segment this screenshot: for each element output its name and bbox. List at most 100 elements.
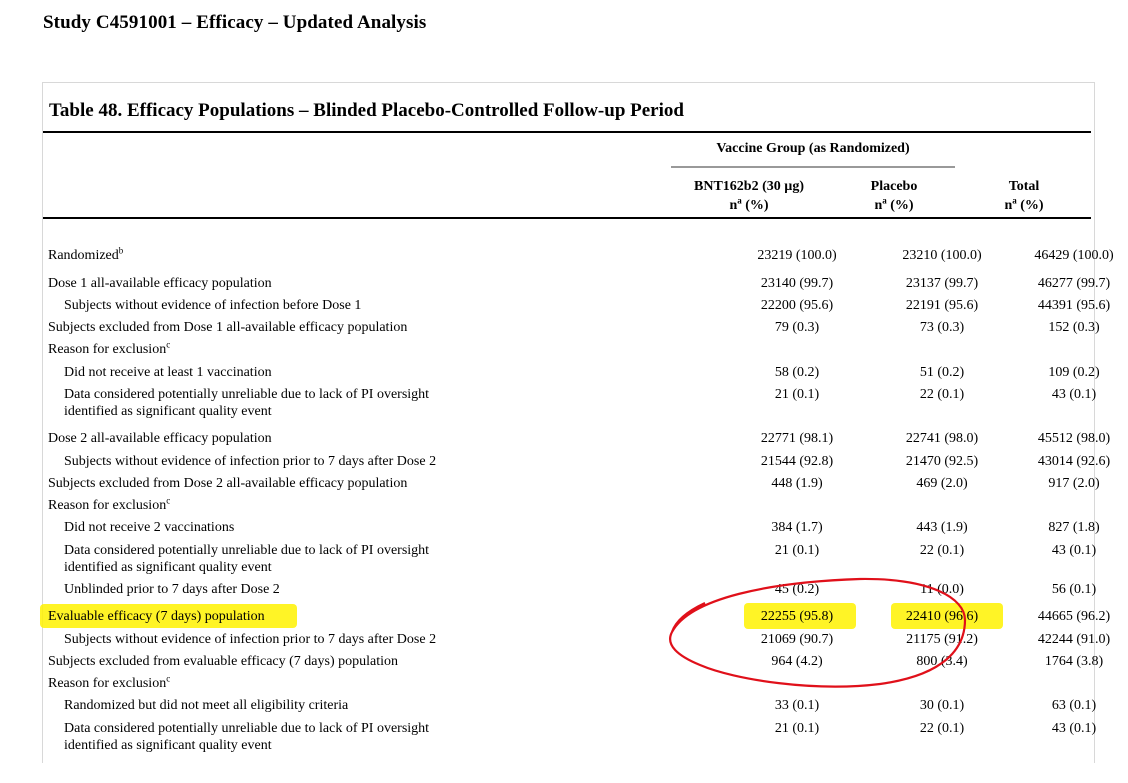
- row-label-text: Subjects excluded from Dose 1 all-availa…: [48, 320, 408, 335]
- value-text: 11 (0.0): [920, 582, 964, 597]
- row-label-text: Data considered potentially unreliable d…: [64, 543, 430, 558]
- footnote-marker: c: [166, 495, 171, 506]
- value-placebo: 23137 (99.7): [867, 275, 1017, 292]
- row-label: Reason for exclusionc: [48, 495, 171, 514]
- highlight-marker: [40, 604, 297, 628]
- value-text: 448 (1.9): [771, 476, 823, 491]
- row-label: Data considered potentially unreliable d…: [64, 386, 429, 420]
- value-total: 44391 (95.6): [999, 297, 1128, 314]
- value-text: 384 (1.7): [771, 520, 823, 535]
- table-top-rule: [43, 131, 1091, 133]
- value-placebo: 30 (0.1): [867, 697, 1017, 714]
- value-total: 827 (1.8): [999, 519, 1128, 536]
- value-total: 152 (0.3): [999, 319, 1128, 336]
- table-title: Table 48. Efficacy Populations – Blinded…: [49, 100, 684, 121]
- value-total: 43 (0.1): [999, 542, 1128, 559]
- row-label-text: Dose 1 all-available efficacy population: [48, 276, 272, 291]
- vaccine-group-rule: [671, 166, 955, 168]
- value-text: 22410 (96.6): [905, 609, 979, 624]
- value-bnt162b2: 21544 (92.8): [722, 453, 872, 470]
- footnote-marker: c: [166, 339, 171, 350]
- value-text: 63 (0.1): [1051, 698, 1097, 713]
- column-unit: na (%): [874, 195, 914, 213]
- value-bnt162b2: 22771 (98.1): [722, 430, 872, 447]
- value-text: 46429 (100.0): [1034, 248, 1114, 263]
- value-text: 58 (0.2): [774, 365, 820, 380]
- value-total: 917 (2.0): [999, 475, 1128, 492]
- value-text: 43014 (92.6): [1037, 454, 1111, 469]
- row-label-text: Subjects without evidence of infection p…: [64, 454, 437, 469]
- value-bnt162b2: 22200 (95.6): [722, 297, 872, 314]
- value-text: 469 (2.0): [916, 476, 968, 491]
- value-total: 43014 (92.6): [999, 453, 1128, 470]
- value-text: 30 (0.1): [919, 698, 965, 713]
- value-placebo: 469 (2.0): [867, 475, 1017, 492]
- value-placebo: 22 (0.1): [867, 542, 1017, 559]
- value-total: 42244 (91.0): [999, 631, 1128, 648]
- value-placebo: 22 (0.1): [867, 720, 1017, 737]
- footnote-marker: c: [166, 673, 171, 684]
- study-title: Study C4591001 – Efficacy – Updated Anal…: [43, 12, 427, 33]
- row-label: Randomized but did not meet all eligibil…: [64, 697, 348, 714]
- row-label: Dose 1 all-available efficacy population: [48, 275, 272, 292]
- row-label-continuation: identified as significant quality event: [64, 404, 272, 419]
- row-label-text: Unblinded prior to 7 days after Dose 2: [64, 582, 280, 597]
- value-bnt162b2: 23140 (99.7): [722, 275, 872, 292]
- column-name: BNT162b2 (30 µg): [694, 179, 804, 194]
- value-bnt162b2: 45 (0.2): [722, 581, 872, 598]
- value-bnt162b2: 384 (1.7): [722, 519, 872, 536]
- value-text: 22 (0.1): [919, 543, 965, 558]
- column-unit: na (%): [729, 195, 769, 213]
- value-text: 964 (4.2): [771, 654, 823, 669]
- value-text: 33 (0.1): [774, 698, 820, 713]
- row-label-text: Subjects excluded from evaluable efficac…: [48, 654, 399, 669]
- row-label-text: Randomized but did not meet all eligibil…: [64, 698, 349, 713]
- row-label-text: Data considered potentially unreliable d…: [64, 387, 430, 402]
- row-label-text: Did not receive at least 1 vaccination: [64, 365, 272, 380]
- row-label: Evaluable efficacy (7 days) population: [48, 608, 265, 625]
- row-label-text: Data considered potentially unreliable d…: [64, 721, 430, 736]
- value-text: 21 (0.1): [774, 543, 820, 558]
- value-bnt162b2: 79 (0.3): [722, 319, 872, 336]
- row-label-text: Evaluable efficacy (7 days) population: [48, 609, 265, 624]
- value-text: 79 (0.3): [774, 320, 820, 335]
- value-text: 21069 (90.7): [760, 632, 834, 647]
- row-label: Reason for exclusionc: [48, 339, 171, 358]
- value-text: 152 (0.3): [1048, 320, 1100, 335]
- row-label-text: Subjects without evidence of infection b…: [64, 298, 362, 313]
- row-label-continuation: identified as significant quality event: [64, 560, 272, 575]
- value-text: 43 (0.1): [1051, 543, 1097, 558]
- value-total: 109 (0.2): [999, 364, 1128, 381]
- row-label-text: Reason for exclusion: [48, 342, 167, 357]
- value-text: 51 (0.2): [919, 365, 965, 380]
- value-total: 46429 (100.0): [999, 247, 1128, 264]
- value-text: 23140 (99.7): [760, 276, 834, 291]
- value-placebo: 22 (0.1): [867, 386, 1017, 403]
- value-placebo: 23210 (100.0): [867, 247, 1017, 264]
- vaccine-group-header: Vaccine Group (as Randomized): [716, 141, 910, 156]
- value-total: 1764 (3.8): [999, 653, 1128, 670]
- value-total: 63 (0.1): [999, 697, 1128, 714]
- value-text: 46277 (99.7): [1037, 276, 1111, 291]
- value-placebo: 73 (0.3): [867, 319, 1017, 336]
- value-text: 21175 (91.2): [906, 632, 978, 647]
- value-text: 43 (0.1): [1051, 387, 1097, 402]
- row-label-continuation: identified as significant quality event: [64, 738, 272, 753]
- value-text: 800 (3.4): [916, 654, 968, 669]
- value-bnt162b2: 964 (4.2): [722, 653, 872, 670]
- value-placebo: 21175 (91.2): [867, 631, 1017, 648]
- table-frame: [42, 82, 1095, 763]
- value-placebo: 21470 (92.5): [867, 453, 1017, 470]
- value-text: 21544 (92.8): [760, 454, 834, 469]
- value-text: 42244 (91.0): [1037, 632, 1111, 647]
- row-label: Subjects without evidence of infection p…: [64, 631, 436, 648]
- value-placebo: 800 (3.4): [867, 653, 1017, 670]
- value-total: 44665 (96.2): [999, 608, 1128, 625]
- column-header-placebo: Placebo na (%): [818, 177, 970, 215]
- value-text: 1764 (3.8): [1044, 654, 1104, 669]
- value-bnt162b2: 21 (0.1): [722, 720, 872, 737]
- row-label: Randomizedb: [48, 246, 123, 264]
- column-name: Total: [1008, 179, 1040, 194]
- value-text: 22741 (98.0): [905, 431, 979, 446]
- value-placebo: 22741 (98.0): [867, 430, 1017, 447]
